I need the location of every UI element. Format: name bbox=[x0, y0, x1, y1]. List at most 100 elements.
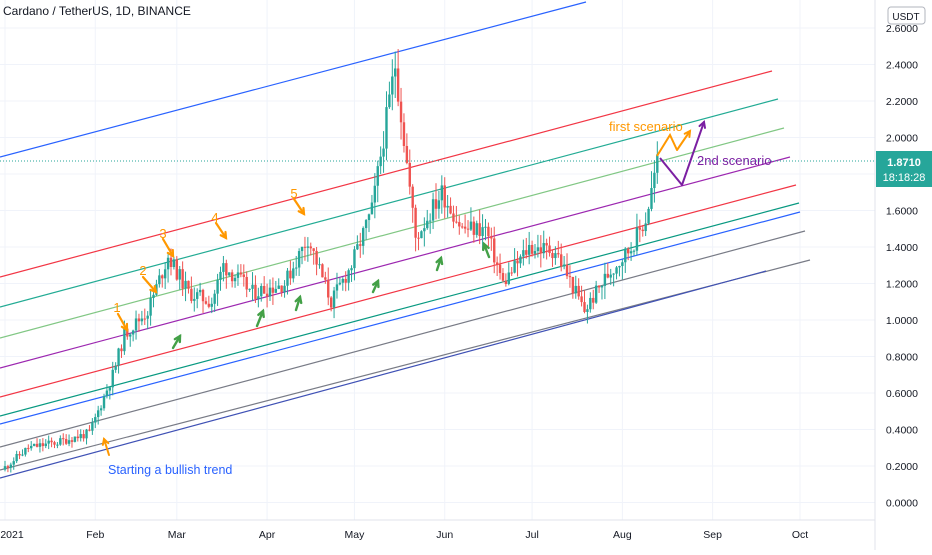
candle-body bbox=[329, 297, 333, 308]
candle-body bbox=[265, 293, 269, 297]
candle-body bbox=[56, 444, 59, 446]
candle-body bbox=[70, 440, 74, 442]
candle-body bbox=[350, 268, 353, 271]
candle-body bbox=[382, 148, 385, 157]
candle-body bbox=[228, 272, 231, 276]
candle-body bbox=[283, 285, 286, 293]
candle-body bbox=[644, 223, 647, 232]
candle-body bbox=[536, 247, 540, 252]
candle-body bbox=[172, 259, 176, 268]
candle-body bbox=[460, 226, 464, 228]
second-scenario-arrow-head bbox=[698, 120, 706, 129]
second-scenario-label: 2nd scenario bbox=[697, 153, 771, 168]
candle-body bbox=[6, 466, 10, 468]
candle-body bbox=[370, 202, 374, 215]
candle-body bbox=[44, 443, 47, 447]
candle-body bbox=[117, 348, 120, 366]
candle-body bbox=[449, 205, 452, 214]
candle-body bbox=[327, 279, 330, 298]
candle-body bbox=[251, 284, 254, 289]
candle-body bbox=[405, 145, 409, 163]
candle-body bbox=[193, 298, 196, 301]
candle-body bbox=[315, 250, 318, 265]
candle-body bbox=[111, 369, 114, 388]
candle-body bbox=[525, 250, 528, 255]
candle-body bbox=[626, 248, 630, 254]
candle-body bbox=[641, 229, 644, 232]
candle-body bbox=[274, 288, 278, 293]
candle-body bbox=[495, 262, 499, 265]
channel-line bbox=[0, 98, 779, 308]
candle-body bbox=[359, 244, 362, 246]
candle-body bbox=[437, 200, 441, 209]
candle-body bbox=[638, 227, 642, 230]
wave-label: 1 bbox=[113, 300, 120, 315]
first-scenario-path bbox=[656, 132, 678, 157]
time-tick-label: Jul bbox=[525, 529, 538, 541]
price-tick-label: 0.8000 bbox=[886, 352, 918, 364]
candle-body bbox=[612, 273, 615, 275]
candle-body bbox=[268, 287, 272, 297]
candle-body bbox=[577, 285, 580, 297]
candle-body bbox=[271, 287, 275, 293]
candle-body bbox=[219, 271, 222, 280]
candle-body bbox=[568, 276, 572, 278]
candle-body bbox=[207, 303, 211, 307]
channel-line bbox=[0, 70, 773, 278]
time-tick-label: Oct bbox=[792, 529, 808, 541]
candle-body bbox=[143, 318, 146, 320]
candle-body bbox=[3, 466, 7, 470]
candle-body bbox=[452, 213, 455, 222]
candle-body bbox=[99, 408, 103, 411]
channel-line bbox=[0, 270, 767, 479]
candle-body bbox=[181, 269, 184, 289]
candle-body bbox=[85, 429, 88, 439]
candle-body bbox=[533, 251, 537, 254]
candle-body bbox=[571, 276, 575, 294]
candle-body bbox=[504, 280, 508, 284]
candle-body bbox=[163, 269, 167, 279]
candle-body bbox=[391, 76, 394, 95]
candle-body bbox=[527, 244, 531, 255]
price-tick-label: 1.0000 bbox=[886, 315, 918, 327]
candle-body bbox=[280, 285, 283, 293]
currency-badge[interactable]: USDT bbox=[887, 6, 926, 25]
candle-body bbox=[493, 238, 496, 263]
candle-body bbox=[379, 156, 382, 167]
candle-body bbox=[292, 268, 295, 279]
candle-body bbox=[364, 220, 368, 229]
candle-body bbox=[487, 226, 490, 237]
candle-body bbox=[12, 461, 15, 465]
candle-body bbox=[79, 434, 82, 439]
candle-body bbox=[129, 334, 132, 337]
candle-body bbox=[96, 410, 100, 418]
candle-body bbox=[545, 243, 548, 246]
price-tick-label: 2.4000 bbox=[886, 60, 918, 72]
candle-body bbox=[318, 264, 321, 266]
price-tick-label: 0.0000 bbox=[886, 498, 918, 510]
candle-body bbox=[554, 253, 557, 259]
candle-body bbox=[580, 296, 583, 303]
wave-label: 2 bbox=[139, 263, 146, 278]
candle-body bbox=[539, 247, 543, 254]
candle-body bbox=[574, 285, 577, 294]
candle-body bbox=[522, 250, 525, 257]
candle-body bbox=[216, 279, 219, 294]
candle-body bbox=[376, 166, 379, 186]
price-tick-label: 2.0000 bbox=[886, 133, 918, 145]
candle-body bbox=[120, 348, 123, 352]
candle-body bbox=[239, 272, 243, 275]
candle-body bbox=[131, 330, 135, 335]
candle-body bbox=[335, 284, 339, 291]
first-scenario-label: first scenario bbox=[609, 119, 683, 134]
wave-arrow-head bbox=[219, 230, 228, 240]
candle-body bbox=[236, 272, 240, 278]
channel-line bbox=[0, 230, 806, 448]
candle-body bbox=[195, 292, 199, 299]
candle-body bbox=[469, 221, 473, 230]
candle-body bbox=[414, 207, 417, 238]
candle-body bbox=[166, 257, 170, 270]
wave-label: 4 bbox=[211, 210, 218, 225]
